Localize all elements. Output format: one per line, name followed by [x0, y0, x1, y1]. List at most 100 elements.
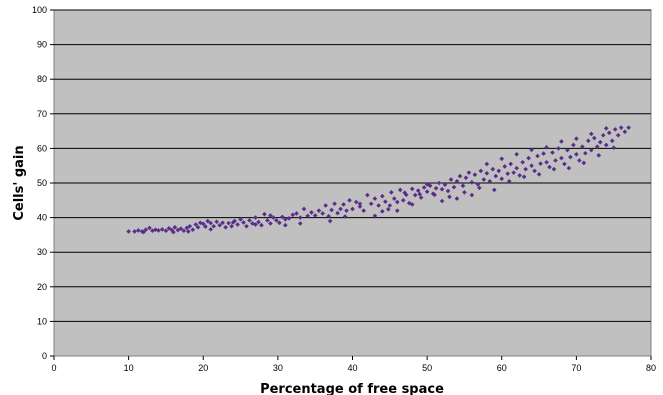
- data-point: [529, 163, 534, 168]
- data-point: [402, 190, 408, 195]
- data-point: [380, 209, 385, 214]
- data-point: [376, 203, 381, 208]
- data-point: [433, 185, 439, 191]
- data-point: [342, 214, 348, 219]
- data-point: [365, 192, 370, 198]
- data-point: [544, 159, 549, 165]
- y-tick-label: 0: [42, 351, 47, 361]
- data-point: [547, 164, 552, 170]
- data-point: [156, 228, 161, 233]
- data-point: [171, 229, 176, 235]
- data-point: [559, 139, 564, 144]
- data-point: [290, 212, 296, 218]
- data-point: [583, 150, 588, 156]
- x-tick-label: 70: [571, 363, 581, 373]
- data-point: [580, 144, 585, 149]
- data-point: [403, 192, 409, 198]
- x-tick-label: 40: [347, 363, 357, 373]
- data-point: [190, 227, 196, 233]
- data-point: [126, 229, 131, 234]
- data-point: [562, 161, 567, 167]
- data-point: [247, 218, 252, 223]
- data-point: [208, 220, 214, 226]
- x-tick-label: 80: [646, 363, 656, 373]
- data-point: [172, 224, 178, 230]
- x-tick-label: 20: [198, 363, 208, 373]
- data-point: [430, 191, 436, 197]
- data-point: [469, 192, 475, 198]
- data-point: [541, 151, 546, 156]
- data-point: [484, 161, 490, 167]
- data-point: [591, 135, 597, 141]
- data-point: [397, 187, 403, 193]
- x-tick-label: 60: [497, 363, 507, 373]
- data-point: [439, 186, 445, 192]
- data-point: [305, 213, 311, 219]
- data-point: [436, 180, 442, 186]
- data-point: [372, 213, 378, 219]
- data-point: [490, 166, 496, 172]
- data-point: [268, 221, 273, 226]
- data-point: [178, 226, 184, 231]
- data-point: [466, 170, 472, 175]
- data-point: [535, 153, 540, 159]
- data-point: [508, 161, 514, 167]
- data-point: [214, 219, 219, 225]
- y-axis-ticks: 0 10 20 30 40 50 60 70 80 90 100: [32, 5, 54, 361]
- data-point: [457, 173, 463, 179]
- data-point: [368, 201, 374, 207]
- data-point: [600, 132, 606, 138]
- data-point: [559, 155, 564, 161]
- data-point: [454, 196, 460, 201]
- y-tick-label: 40: [37, 213, 47, 223]
- data-point: [316, 208, 322, 213]
- data-point: [532, 168, 537, 174]
- data-point: [491, 187, 497, 193]
- data-point: [447, 194, 452, 200]
- data-point: [451, 184, 457, 190]
- data-point: [265, 218, 270, 223]
- y-tick-label: 50: [37, 178, 47, 188]
- data-point: [553, 158, 558, 163]
- data-point: [244, 223, 249, 229]
- data-point: [506, 178, 512, 184]
- data-point: [412, 192, 418, 198]
- data-point: [347, 198, 352, 203]
- data-point: [147, 225, 152, 231]
- data-point: [274, 218, 279, 223]
- data-point: [286, 215, 292, 221]
- data-point: [253, 215, 258, 220]
- y-tick-label: 100: [32, 5, 47, 15]
- data-point: [357, 204, 363, 209]
- data-point: [253, 222, 258, 227]
- data-point: [280, 214, 285, 220]
- data-point: [526, 155, 531, 161]
- data-point: [424, 189, 430, 194]
- data-point: [338, 206, 343, 212]
- data-point: [589, 147, 594, 153]
- data-point: [329, 207, 334, 213]
- data-point: [622, 129, 628, 135]
- data-point: [523, 166, 528, 172]
- data-point: [448, 177, 454, 182]
- data-point: [418, 195, 424, 200]
- data-point: [301, 206, 307, 212]
- data-point: [611, 145, 616, 151]
- data-point: [323, 203, 328, 208]
- data-point: [141, 229, 146, 235]
- data-point: [344, 208, 349, 213]
- data-point: [327, 218, 333, 224]
- data-point: [241, 220, 246, 225]
- data-point: [353, 199, 359, 205]
- data-point: [394, 199, 400, 205]
- data-point: [341, 202, 346, 207]
- data-point: [195, 224, 201, 230]
- data-point: [415, 188, 421, 193]
- data-point: [460, 183, 466, 189]
- data-point: [514, 165, 519, 171]
- data-point: [238, 217, 243, 222]
- data-point: [217, 222, 222, 228]
- data-point: [143, 227, 149, 233]
- data-point: [406, 200, 412, 206]
